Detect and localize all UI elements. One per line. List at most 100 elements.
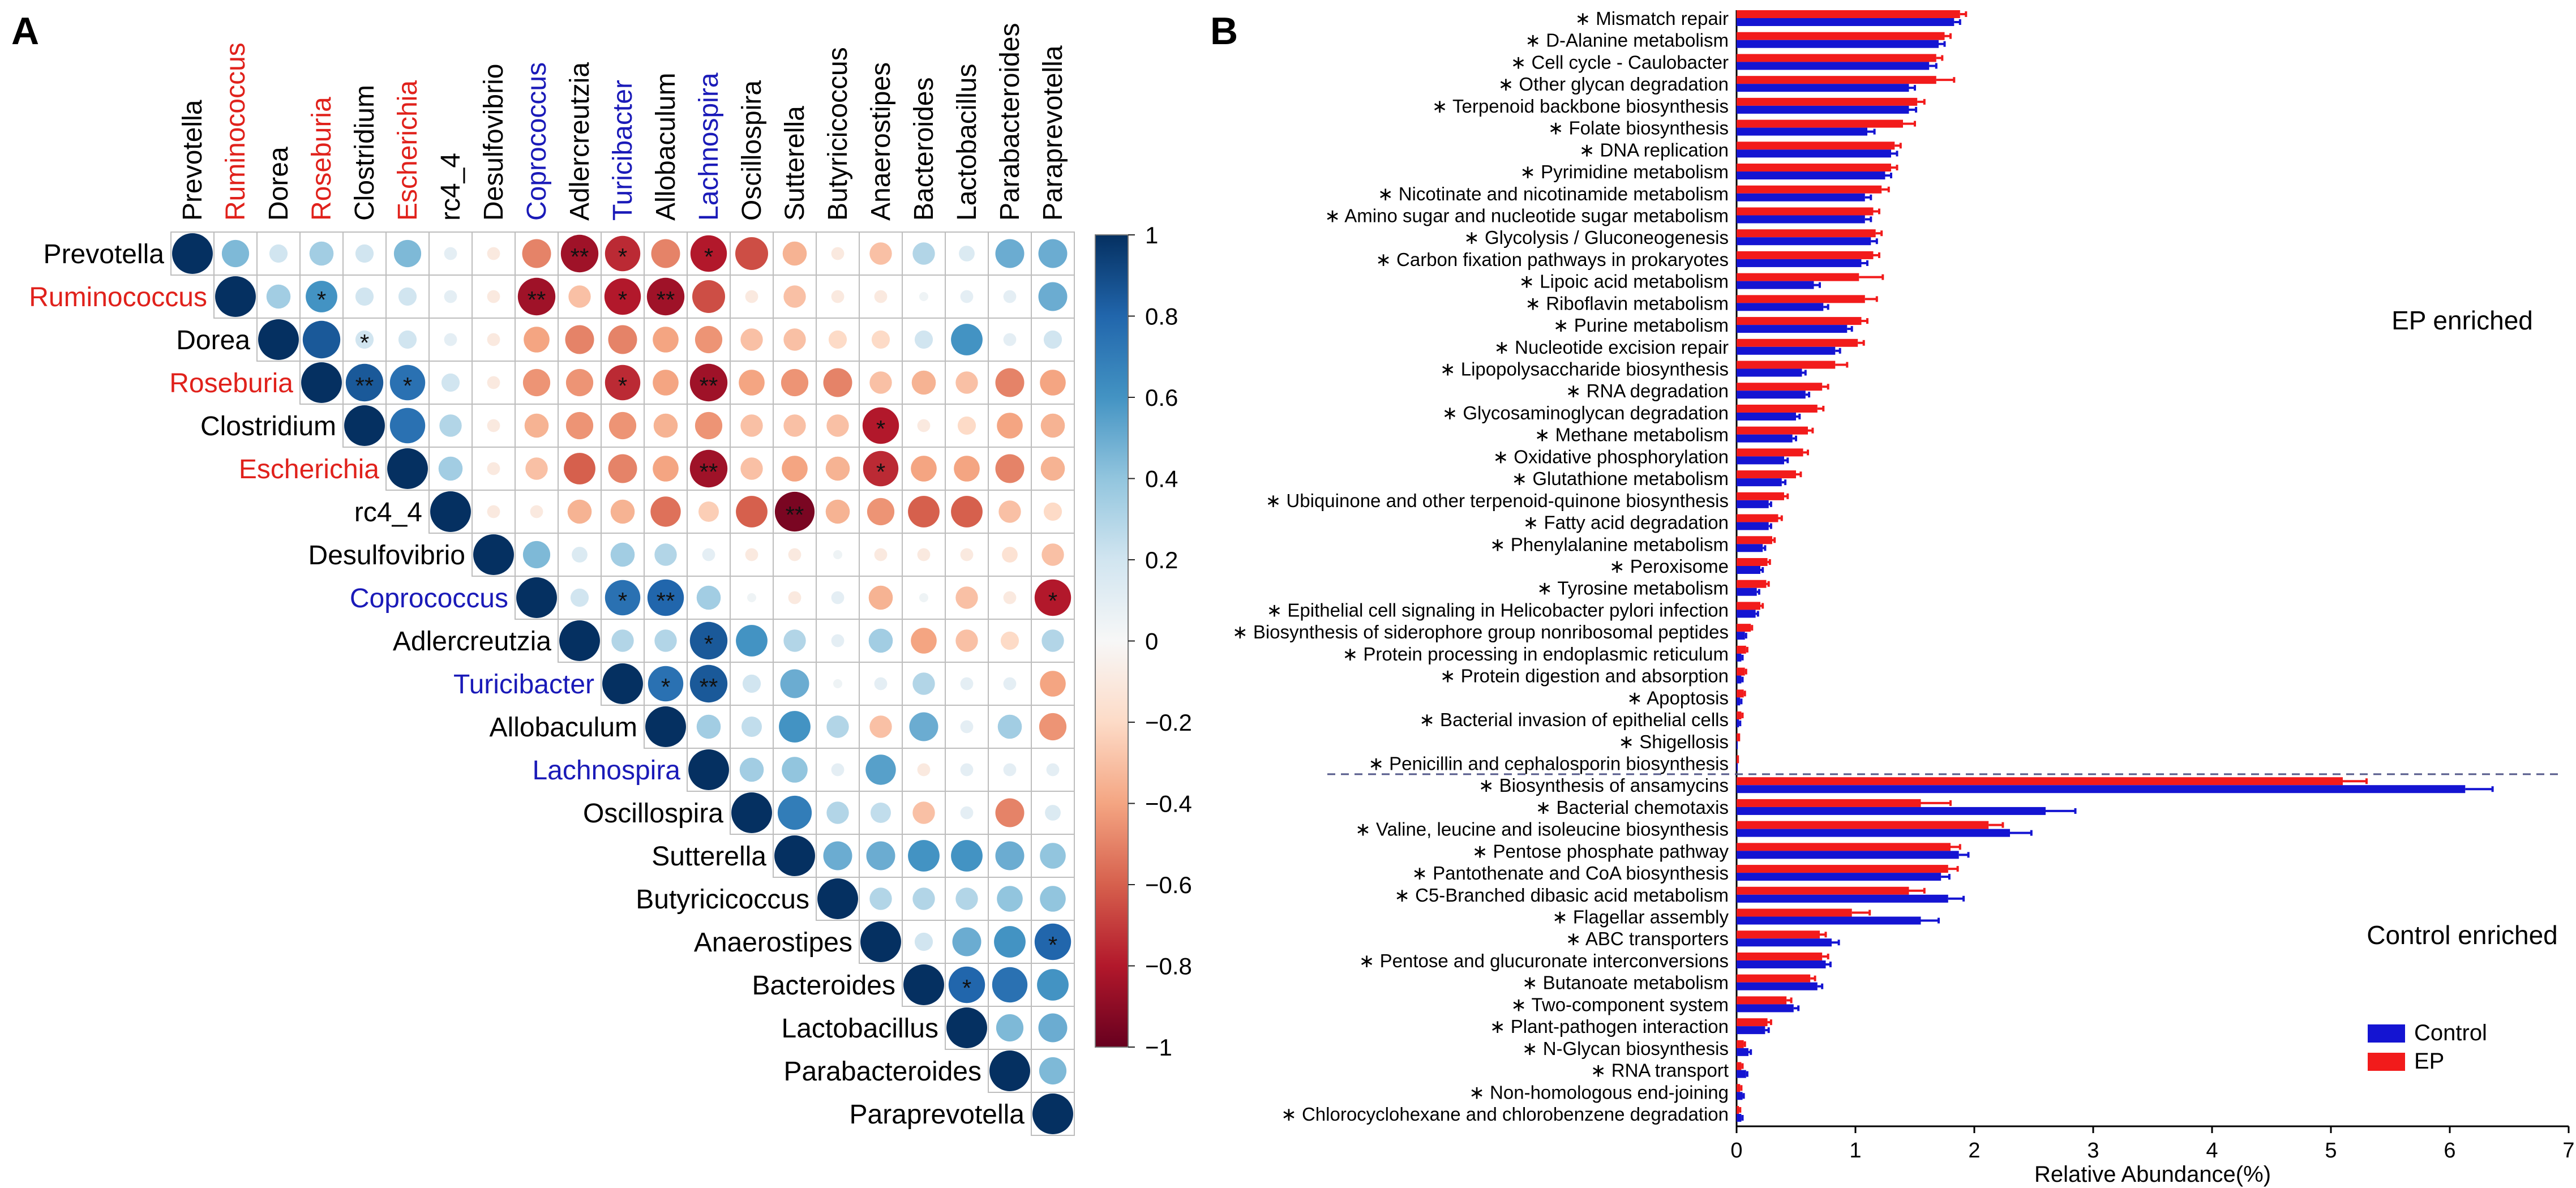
correlation-circle [525, 457, 548, 480]
correlation-circle [960, 548, 974, 561]
bar-ep [1737, 1106, 1739, 1114]
correlation-circle [954, 456, 980, 482]
correlation-circle [653, 370, 679, 396]
row-label: Turicibacter [453, 670, 594, 700]
correlation-circle [438, 456, 463, 481]
pathway-label: ∗ Shigellosis [1618, 731, 1729, 752]
correlation-circle [1000, 631, 1019, 650]
x-tick-label: 4 [2206, 1139, 2218, 1163]
colorbar-tick-label: −0.8 [1145, 953, 1192, 980]
column-label: Roseburia [307, 97, 337, 221]
significance-mark: ** [700, 458, 718, 485]
bar-ep [1737, 251, 1874, 259]
correlation-circle [826, 414, 849, 437]
pathway-label: ∗ Epithelial cell signaling in Helicobac… [1267, 599, 1729, 620]
bar-control [1737, 1070, 1746, 1078]
correlation-circle [301, 362, 342, 403]
correlation-circle [912, 801, 935, 824]
correlation-circle [702, 548, 715, 561]
bar-control [1737, 544, 1763, 552]
x-tick-label: 7 [2562, 1139, 2574, 1163]
correlation-circle [998, 500, 1021, 523]
correlation-circle [487, 505, 500, 518]
column-label: Lactobacillus [952, 64, 982, 221]
correlation-circle [777, 795, 812, 830]
correlation-circle [570, 588, 589, 607]
bar-control [1737, 632, 1745, 640]
pathway-label: ∗ Penicillin and cephalosporin biosynthe… [1368, 753, 1729, 774]
colorbar-tick-label: 0 [1145, 628, 1158, 655]
bar-control [1737, 719, 1739, 728]
correlation-circle [995, 841, 1025, 870]
bar-control [1737, 237, 1871, 246]
correlation-circle [345, 363, 384, 402]
significance-mark: ** [355, 372, 374, 399]
bar-ep [1737, 185, 1882, 194]
significance-mark: * [618, 286, 627, 313]
correlation-circle [1003, 333, 1017, 346]
bar-control [1737, 127, 1867, 136]
correlation-circle [948, 966, 985, 1003]
row-label: Prevotella [44, 239, 165, 269]
bar-control [1737, 40, 1939, 48]
pathway-label: ∗ Protein digestion and absorption [1440, 666, 1729, 687]
correlation-circle [387, 448, 428, 489]
pathway-label: ∗ Glycolysis / Gluconeogenesis [1464, 227, 1729, 248]
bar-ep [1737, 1040, 1744, 1048]
correlation-circle [996, 1014, 1024, 1042]
column-label: Butyricicoccus [823, 47, 853, 221]
significance-mark: * [360, 329, 369, 356]
correlation-circle [605, 580, 641, 616]
bar-control [1737, 259, 1862, 267]
correlation-circle [605, 364, 641, 401]
correlation-circle [610, 542, 635, 567]
correlation-circle [782, 241, 807, 266]
correlation-circle [909, 712, 938, 741]
correlation-circle [739, 370, 765, 396]
pathway-label: ∗ Pyrimidine metabolism [1520, 161, 1729, 182]
section-label-ep-enriched: EP enriched [2391, 306, 2533, 335]
correlation-circle [960, 720, 974, 734]
pathway-label: ∗ ABC transporters [1566, 928, 1729, 949]
correlation-circle [444, 247, 457, 260]
correlation-circle [516, 577, 557, 618]
column-label: Oscillospira [737, 80, 767, 221]
correlation-circle [517, 277, 556, 316]
legend-swatch-control [2368, 1024, 2405, 1043]
pathway-label: ∗ Pentose phosphate pathway [1472, 840, 1729, 861]
correlation-circle [823, 841, 852, 870]
correlation-circle [302, 320, 341, 359]
correlation-circle [781, 368, 809, 397]
correlation-circle [946, 1007, 987, 1048]
bar-ep [1737, 164, 1891, 172]
row-label: Bacteroides [752, 971, 895, 1001]
correlation-circle [608, 325, 637, 354]
bar-ep [1737, 952, 1823, 960]
correlation-circle [258, 319, 299, 360]
bar-control [1737, 894, 1948, 903]
correlation-circle [739, 757, 764, 782]
correlation-circle [565, 368, 594, 397]
bar-ep [1737, 426, 1808, 435]
bar-ep [1737, 645, 1746, 654]
bar-ep [1737, 448, 1803, 457]
correlation-circle [951, 840, 983, 872]
bar-ep [1737, 886, 1909, 895]
correlation-circle [441, 373, 460, 392]
correlation-circle [565, 411, 594, 440]
correlation-circle [645, 706, 686, 747]
bar-ep [1737, 32, 1945, 40]
correlation-circle [833, 550, 842, 559]
pathway-label: ∗ Riboflavin metabolism [1525, 293, 1729, 314]
correlation-circle [860, 921, 901, 962]
correlation-circle [530, 505, 543, 518]
bar-control [1737, 325, 1848, 333]
correlation-circle [868, 628, 893, 653]
correlation-circle [1040, 370, 1066, 396]
correlation-circle [610, 499, 635, 524]
bar-control [1737, 84, 1909, 92]
bar-ep [1737, 97, 1918, 106]
correlation-circle [997, 886, 1023, 912]
correlation-circle [393, 239, 422, 268]
correlation-circle [994, 926, 1026, 958]
